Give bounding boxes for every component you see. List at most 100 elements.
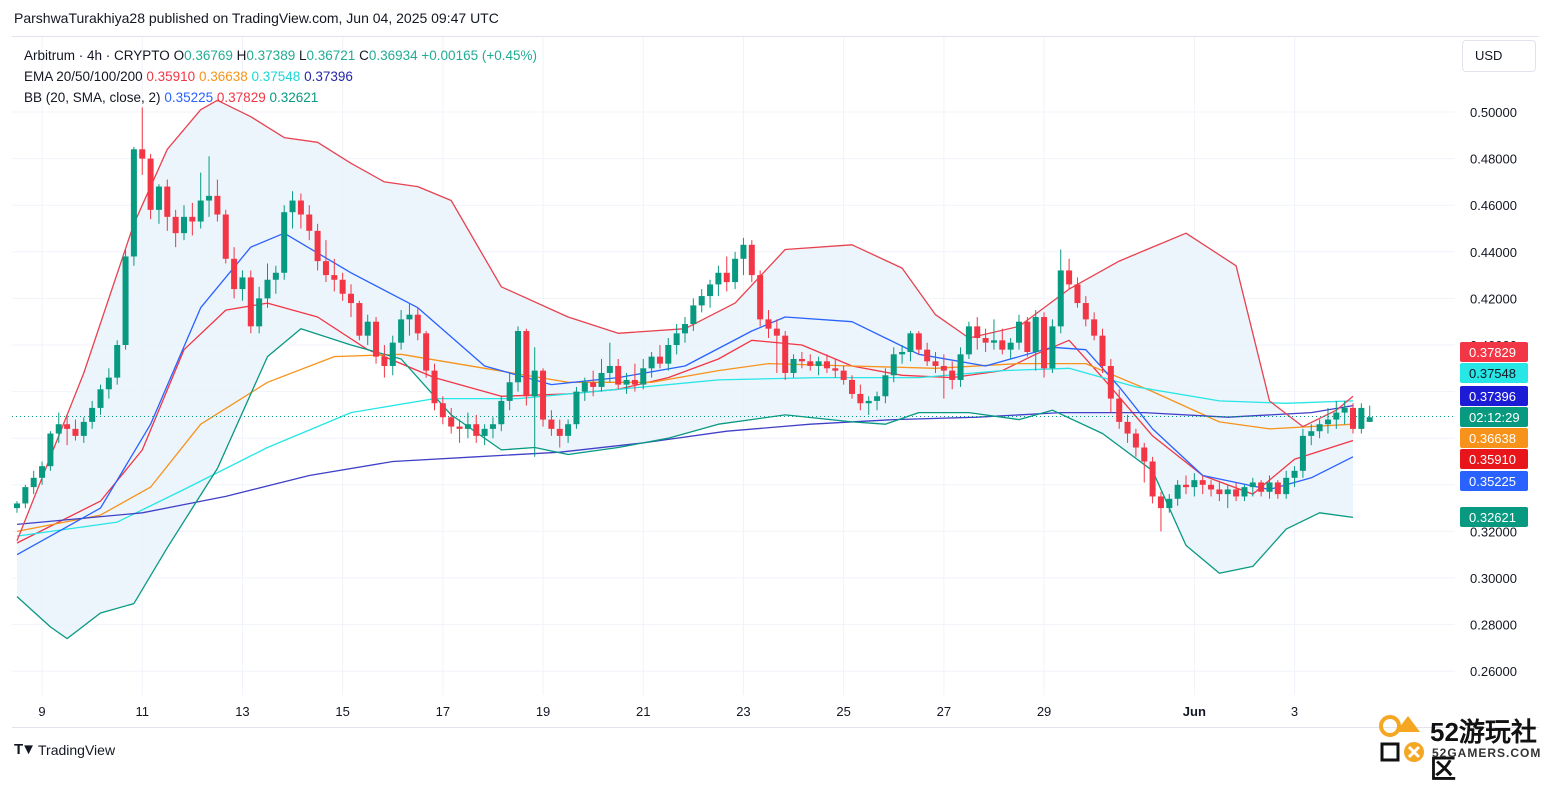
bb-lower-value: 0.32621 <box>269 90 319 105</box>
candle-body <box>1149 461 1156 497</box>
candle-body <box>1091 319 1098 336</box>
candle-body <box>439 403 446 418</box>
symbol-label: Arbitrum · 4h · CRYPTO <box>24 48 170 63</box>
candle-body <box>782 335 789 373</box>
candle-body <box>80 421 87 436</box>
legend-bb-row[interactable]: BB (20, SMA, close, 2) 0.35225 0.37829 0… <box>24 87 537 108</box>
x-tick-label: 19 <box>536 704 550 719</box>
candle-body <box>1183 484 1189 488</box>
candle-body <box>565 424 572 436</box>
watermark-logo-icon <box>1379 715 1424 762</box>
candle-body <box>798 358 805 362</box>
candle-body <box>1308 431 1315 436</box>
candle-body <box>14 503 20 509</box>
candle-body <box>155 186 162 210</box>
candle-body <box>105 377 112 390</box>
candle-body <box>999 340 1006 350</box>
bb-lower-line <box>16 328 1354 640</box>
candle-body <box>64 424 71 429</box>
candle-body <box>122 256 129 345</box>
candle-body <box>1174 484 1181 499</box>
ema50-value: 0.36638 <box>198 69 248 84</box>
candle-body <box>89 407 96 422</box>
candle-body <box>297 200 304 215</box>
candle-body <box>289 200 296 213</box>
candle-body <box>723 272 730 283</box>
candle-body <box>757 275 764 320</box>
candle-body <box>849 379 855 394</box>
y-tick-label: 0.32000 <box>1470 524 1517 539</box>
candle-body <box>423 333 430 371</box>
candle-body <box>790 358 797 373</box>
y-tick-label: 0.50000 <box>1470 105 1517 120</box>
candle-body <box>331 275 338 280</box>
candle-body <box>256 298 263 327</box>
candle-body <box>47 433 54 467</box>
ema-50-line <box>16 353 1354 533</box>
candle-body <box>1283 477 1290 495</box>
tradingview-footer[interactable]: T▼ TradingView <box>14 741 115 758</box>
candle-body <box>206 195 213 201</box>
candle-body <box>481 428 488 436</box>
candle-body <box>924 349 931 362</box>
candle-body <box>1358 407 1365 429</box>
candle-body <box>1099 335 1106 366</box>
candle-body <box>164 186 171 217</box>
candle-body <box>473 424 480 436</box>
watermark-name: 52游玩社区 <box>1430 712 1548 786</box>
x-tick-label: 3 <box>1291 704 1298 719</box>
candle-body <box>740 244 747 259</box>
watermark-site: 52GAMERS.COM <box>1432 746 1542 760</box>
candle-body <box>1066 270 1073 285</box>
candle-body <box>1016 321 1022 343</box>
change-value: +0.00165 (+0.45%) <box>421 48 537 63</box>
candle-body <box>573 391 580 425</box>
candle-body <box>1350 407 1356 429</box>
ema20-value: 0.35910 <box>146 69 196 84</box>
candle-body <box>823 361 830 369</box>
candle-body <box>1249 482 1256 488</box>
candle-body <box>690 305 697 325</box>
candle-body <box>1082 303 1089 320</box>
candle-body <box>264 279 271 299</box>
candle-body <box>222 214 229 259</box>
candle-body <box>464 424 471 429</box>
candle-body <box>239 277 246 290</box>
currency-button[interactable]: USD <box>1462 40 1536 72</box>
candle-body <box>540 370 547 420</box>
candle-body <box>581 382 588 392</box>
price-label-text: 0.37548 <box>1469 366 1516 381</box>
candle-body <box>682 324 688 334</box>
x-tick-label: 15 <box>335 704 349 719</box>
y-tick-label: 0.46000 <box>1470 198 1517 213</box>
legend-ema-row[interactable]: EMA 20/50/100/200 0.35910 0.36638 0.3754… <box>24 66 537 87</box>
candle-body <box>982 338 989 343</box>
candle-body <box>147 158 154 210</box>
candle-body <box>1224 489 1231 495</box>
bb-fill-area <box>17 100 1353 639</box>
ema100-value: 0.37548 <box>251 69 301 84</box>
candle-body <box>1032 317 1039 352</box>
candle-body <box>1141 447 1148 462</box>
candle-body <box>281 212 288 273</box>
legend-ohlc-row: Arbitrum · 4h · CRYPTO O0.36769 H0.37389… <box>24 45 537 66</box>
candle-body <box>615 365 622 385</box>
candle-body <box>840 370 847 380</box>
ema-label: EMA 20/50/100/200 <box>24 69 143 84</box>
candles <box>14 107 1373 532</box>
candle-body <box>890 354 897 376</box>
candle-body <box>1316 424 1323 432</box>
candle-body <box>30 477 37 488</box>
candle-body <box>1057 270 1064 327</box>
candle-body <box>531 370 538 397</box>
candle-body <box>857 393 864 404</box>
candle-body <box>598 372 605 387</box>
candle-body <box>874 396 881 401</box>
low-label: L <box>298 48 307 63</box>
candle-body <box>907 333 914 352</box>
ema200-value: 0.37396 <box>304 69 353 84</box>
price-label-badge <box>1460 449 1528 469</box>
candle-body <box>1116 398 1123 422</box>
candle-body <box>414 314 421 334</box>
